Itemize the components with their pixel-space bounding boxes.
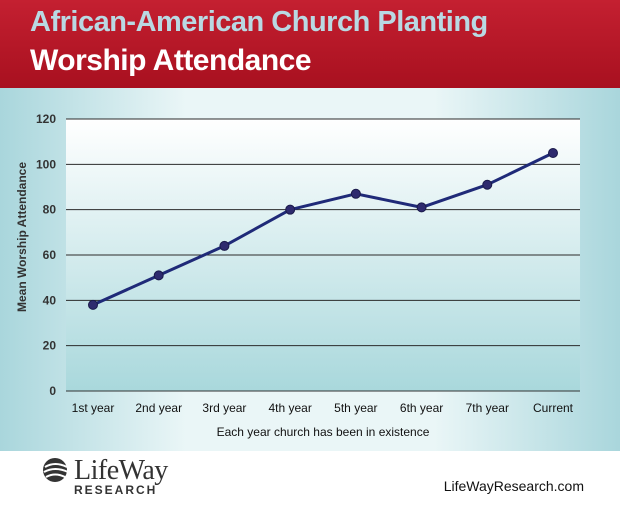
x-tick-label: 7th year (466, 401, 509, 415)
y-tick-label: 100 (36, 157, 56, 171)
data-point (416, 202, 427, 213)
y-tick-label: 60 (43, 248, 57, 262)
line-chart: 0 20 40 60 80 100 120 1st year 2nd year 3rd year… (15, 112, 580, 439)
y-tick-label: 120 (36, 112, 56, 126)
chart-title-line2: Worship Attendance (30, 44, 312, 77)
y-axis-label: Mean Worship Attendance (15, 162, 29, 312)
lifeway-logo: LifeWay RESEARCH (40, 455, 180, 503)
footer (0, 451, 620, 516)
data-point (285, 204, 296, 215)
data-point (482, 179, 493, 190)
data-point (219, 240, 230, 251)
series-line (92, 151, 554, 307)
y-tick-label: 80 (43, 203, 57, 217)
x-tick-label: 5th year (334, 401, 377, 415)
x-tick-label: Current (533, 401, 574, 415)
data-point (153, 270, 164, 281)
x-tick-label: 2nd year (135, 401, 182, 415)
x-tick-label: 4th year (268, 401, 311, 415)
website-link[interactable]: LifeWayResearch.com (443, 478, 584, 494)
x-axis-label: Each year church has been in existence (217, 425, 430, 439)
logo-subtitle: RESEARCH (74, 483, 158, 497)
x-tick-label: 1st year (72, 401, 115, 415)
y-tick-label: 40 (43, 293, 57, 307)
logo-name: LifeWay (74, 455, 168, 486)
y-tick-label: 0 (49, 384, 56, 398)
x-tick-label: 3rd year (202, 401, 246, 415)
chart-title-line1: African-American Church Planting (30, 6, 488, 38)
y-tick-label: 20 (43, 339, 57, 353)
globe-icon (43, 458, 69, 482)
header-banner: African-American Church Planting Worship… (0, 0, 620, 88)
data-point (548, 148, 558, 158)
data-point (350, 188, 361, 199)
data-point (88, 299, 98, 310)
x-tick-label: 6th year (400, 401, 443, 415)
